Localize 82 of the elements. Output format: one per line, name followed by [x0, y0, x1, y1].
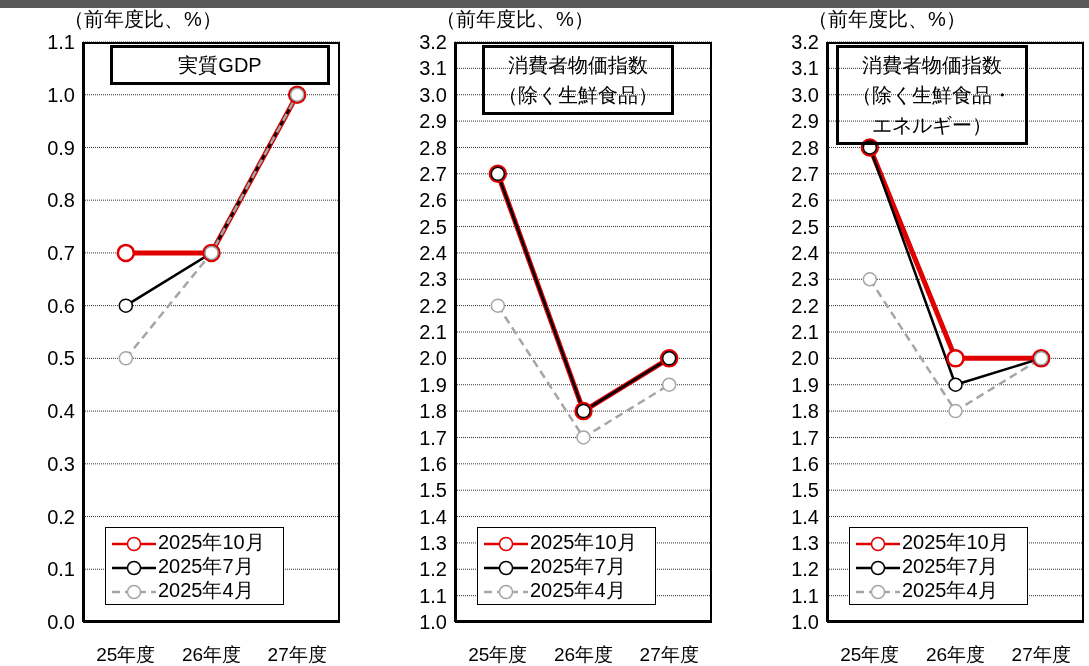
y-tick-label: 2.3 — [791, 268, 819, 291]
y-tick-label: 1.3 — [791, 532, 819, 555]
x-tick-label: 25年度 — [468, 644, 528, 666]
y-tick-label: 2.3 — [419, 268, 447, 291]
title-frame: 消費者物価指数（除く生鮮食品・エネルギー） — [836, 45, 1028, 145]
legend-label: 2025年7月 — [530, 555, 626, 577]
legend-label: 2025年7月 — [158, 555, 254, 577]
y-tick-label: 1.9 — [419, 373, 447, 396]
y-tick-label: 2.7 — [791, 162, 819, 185]
legend-label: 2025年7月 — [902, 555, 998, 577]
y-tick-label: 1.5 — [791, 479, 819, 502]
x-tick-label: 25年度 — [96, 644, 156, 666]
y-tick-label: 1.4 — [419, 505, 447, 528]
y-tick-label: 2.6 — [791, 189, 819, 212]
title-frame: 実質GDP — [110, 45, 330, 85]
y-tick-label: 2.9 — [791, 110, 819, 133]
x-tick-label: 27年度 — [1011, 644, 1071, 666]
x-tick-label: 26年度 — [553, 644, 614, 666]
y-tick-label: 2.8 — [791, 136, 819, 159]
y-tick-label: 0.8 — [47, 189, 75, 212]
y-tick-label: 1.0 — [47, 83, 75, 106]
y-tick-label: 2.2 — [791, 294, 819, 317]
y-tick-label: 2.2 — [419, 294, 447, 317]
legend-label: 2025年10月 — [530, 531, 637, 553]
y-tick-label: 0.0 — [47, 611, 75, 634]
y-tick-label: 1.1 — [791, 584, 819, 607]
y-tick-label: 2.5 — [791, 215, 819, 238]
y-tick-label: 3.2 — [419, 31, 447, 54]
y-tick-label: 2.5 — [419, 215, 447, 238]
x-tick-label: 26年度 — [181, 644, 242, 666]
x-tick-label: 26年度 — [925, 644, 986, 666]
y-tick-label: 2.6 — [419, 189, 447, 212]
y-axis-title: （前年度比、%） — [808, 7, 966, 32]
y-tick-label: 1.9 — [791, 373, 819, 396]
y-tick-label: 1.2 — [419, 558, 447, 581]
y-tick-label: 2.8 — [419, 136, 447, 159]
y-tick-label: 1.7 — [419, 426, 447, 449]
y-tick-label: 2.1 — [791, 321, 819, 344]
y-tick-label: 1.8 — [419, 400, 447, 423]
y-tick-label: 1.6 — [791, 452, 819, 475]
y-tick-label: 1.1 — [419, 584, 447, 607]
y-tick-label: 1.8 — [791, 400, 819, 423]
y-tick-label: 1.3 — [419, 532, 447, 555]
y-axis-title: （前年度比、%） — [436, 7, 594, 32]
y-tick-label: 1.0 — [419, 611, 447, 634]
y-axis-title: （前年度比、%） — [64, 7, 222, 32]
legend-label: 2025年4月 — [902, 579, 998, 601]
y-tick-label: 3.0 — [791, 83, 819, 106]
y-tick-label: 1.7 — [791, 426, 819, 449]
y-tick-label: 0.1 — [47, 558, 75, 581]
x-tick-label: 25年度 — [840, 644, 900, 666]
y-tick-label: 3.1 — [791, 57, 819, 80]
y-tick-label: 0.7 — [47, 242, 75, 265]
y-tick-label: 0.5 — [47, 347, 75, 370]
x-tick-label: 27年度 — [639, 644, 699, 666]
y-tick-label: 2.4 — [419, 242, 447, 265]
x-tick-label: 27年度 — [267, 644, 327, 666]
y-tick-label: 2.0 — [791, 347, 819, 370]
y-tick-label: 2.0 — [419, 347, 447, 370]
y-tick-label: 0.6 — [47, 294, 75, 317]
legend-label: 2025年10月 — [902, 531, 1009, 553]
y-tick-label: 0.2 — [47, 505, 75, 528]
y-tick-label: 2.4 — [791, 242, 819, 265]
y-tick-label: 2.7 — [419, 162, 447, 185]
y-tick-label: 1.0 — [791, 611, 819, 634]
legend-label: 2025年10月 — [158, 531, 265, 553]
y-tick-label: 1.2 — [791, 558, 819, 581]
y-tick-label: 0.9 — [47, 136, 75, 159]
y-tick-label: 1.1 — [47, 31, 75, 54]
y-tick-label: 1.4 — [791, 505, 819, 528]
y-tick-label: 2.9 — [419, 110, 447, 133]
legend-label: 2025年4月 — [530, 579, 626, 601]
y-tick-label: 1.6 — [419, 452, 447, 475]
y-tick-label: 3.1 — [419, 57, 447, 80]
y-tick-label: 1.5 — [419, 479, 447, 502]
y-tick-label: 3.0 — [419, 83, 447, 106]
y-tick-label: 3.2 — [791, 31, 819, 54]
y-tick-label: 2.1 — [419, 321, 447, 344]
y-tick-label: 0.3 — [47, 452, 75, 475]
legend-label: 2025年4月 — [158, 579, 254, 601]
title-frame: 消費者物価指数（除く生鮮食品） — [482, 45, 674, 115]
y-tick-label: 0.4 — [47, 400, 75, 423]
